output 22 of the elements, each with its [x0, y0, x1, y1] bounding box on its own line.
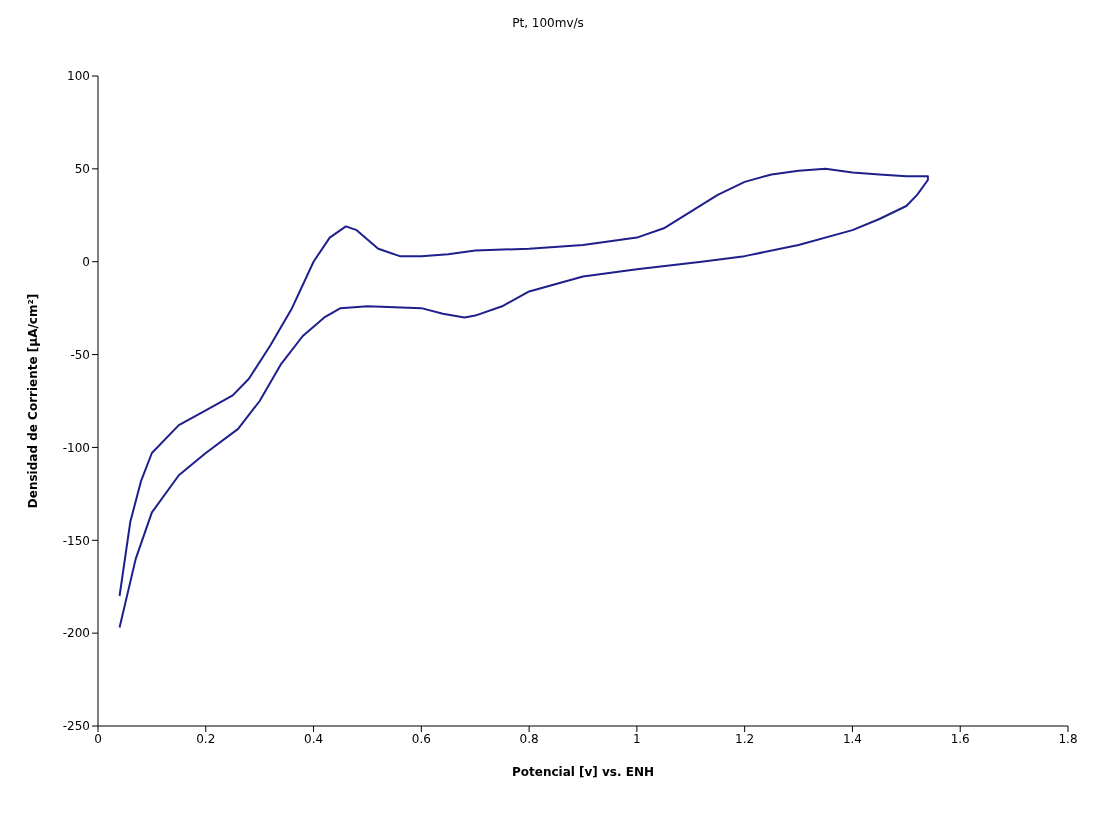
y-tick-label: -50	[70, 347, 90, 362]
y-tick-label: 50	[74, 162, 90, 177]
x-tick-label: 1	[633, 731, 641, 746]
x-tick-label: 1.6	[950, 731, 970, 746]
x-tick-label: 0.2	[196, 731, 216, 746]
line-series	[118, 167, 929, 629]
y-tick-label: -200	[62, 626, 90, 641]
x-tick-label: 1.2	[735, 731, 755, 746]
x-tick-label: 1.8	[1058, 731, 1078, 746]
x-tick-label: 0.6	[411, 731, 431, 746]
y-tick-label: -150	[62, 533, 90, 548]
y-tick-label: -250	[62, 719, 90, 734]
y-tick-label: -100	[62, 440, 90, 455]
x-tick-label: 0.8	[519, 731, 539, 746]
y-tick-label: 0	[82, 254, 90, 269]
y-axis-title: Densidad de Corriente [µA/cm²]	[26, 293, 41, 509]
y-tick-label: 100	[67, 69, 90, 84]
x-tick-label: 1.4	[842, 731, 862, 746]
x-tick-label: 0.4	[304, 731, 324, 746]
x-axis-title: Potencial [v] vs. ENH	[511, 765, 655, 779]
chart-title: Pt, 100mv/s	[511, 15, 585, 32]
x-tick-label: 0	[94, 731, 102, 746]
